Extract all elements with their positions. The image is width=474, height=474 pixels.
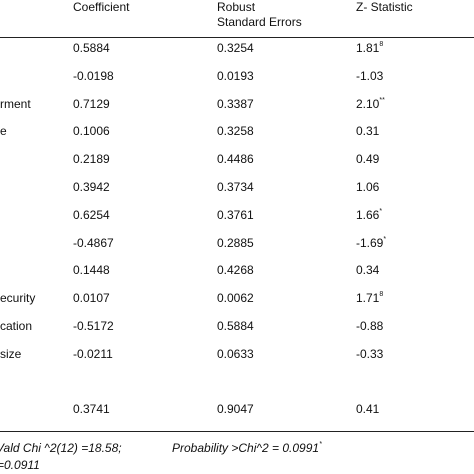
z-significance: 8	[379, 291, 384, 299]
row-label: ecurity	[0, 291, 36, 306]
z-significance: **	[379, 96, 385, 104]
header-se-1: Robust	[217, 0, 256, 14]
coef-cell: 0.3741	[73, 402, 110, 417]
row-label: cation	[0, 319, 33, 333]
se-cell: 0.2885	[217, 235, 254, 250]
coef-cell: -0.5172	[73, 319, 114, 333]
coef-cell: -0.0211	[73, 346, 113, 361]
coef-cell: 0.7129	[73, 96, 110, 111]
se-cell: 0.3258	[217, 124, 254, 139]
z-value: -1.03	[356, 68, 384, 83]
header-rule	[0, 37, 474, 38]
coef-cell: 0.6254	[73, 207, 110, 222]
z-cell: 1.718	[356, 291, 383, 305]
z-value: 1.06	[356, 180, 380, 194]
coef-cell: 0.1006	[73, 124, 110, 139]
z-cell: 1.818	[356, 41, 383, 55]
z-cell: -0.33	[356, 347, 383, 361]
footer-wald: Vald Chi ^2(12) =18.58;	[0, 441, 122, 455]
coef-cell: 0.3942	[73, 180, 110, 194]
z-value: 2.10	[356, 96, 380, 111]
se-cell: 0.3761	[217, 207, 254, 222]
z-significance: 8	[379, 41, 384, 48]
se-cell: 0.9047	[217, 402, 254, 417]
row-label: size	[0, 346, 22, 361]
row-label: e	[0, 124, 7, 139]
z-value: -1.69	[356, 235, 384, 250]
se-cell: 0.3734	[217, 180, 254, 194]
footer-line2: =0.0911	[0, 458, 40, 472]
header-coef: Coefficient	[73, 0, 130, 14]
footer-prob-text: Probability >Chi^2 = 0.0991	[172, 441, 320, 455]
z-cell: 0.49	[356, 152, 379, 166]
footer-prob: Probability >Chi^2 = 0.0991*	[172, 441, 322, 455]
se-cell: 0.0193	[217, 68, 254, 83]
coef-cell: -0.4867	[73, 235, 114, 250]
z-cell: 1.06	[356, 180, 379, 194]
z-value: 0.31	[356, 124, 380, 139]
z-cell: -1.03	[356, 69, 383, 83]
coef-cell: 0.1448	[73, 263, 110, 278]
se-cell: 0.4268	[217, 263, 254, 278]
z-cell: 1.66*	[356, 208, 382, 222]
z-value: 0.49	[356, 152, 380, 167]
se-cell: 0.4486	[217, 152, 254, 167]
z-cell: 0.34	[356, 263, 379, 277]
z-value: 1.81	[356, 41, 380, 55]
row-label: rment	[0, 96, 31, 111]
z-cell: 0.31	[356, 124, 379, 138]
z-cell: 0.41	[356, 402, 379, 416]
z-value: 0.34	[356, 263, 380, 278]
footer-prob-sup: *	[319, 441, 322, 448]
z-cell: 2.10**	[356, 97, 385, 111]
se-cell: 0.3387	[217, 96, 254, 111]
se-cell: 0.5884	[217, 319, 254, 333]
header-se-2: Standard Errors	[217, 15, 302, 29]
z-significance: *	[383, 235, 387, 243]
z-value: -0.33	[356, 346, 384, 361]
coef-cell: 0.0107	[73, 291, 110, 306]
coef-cell: -0.0198	[73, 68, 114, 83]
coef-cell: 0.5884	[73, 41, 110, 55]
coef-cell: 0.2189	[73, 152, 110, 167]
z-cell: -0.88	[356, 319, 383, 333]
footer-rule	[0, 431, 474, 432]
se-cell: 0.3254	[217, 41, 254, 55]
z-significance: *	[379, 207, 383, 215]
z-cell: -1.69*	[356, 236, 386, 250]
se-cell: 0.0633	[217, 346, 254, 361]
se-cell: 0.0062	[217, 291, 254, 306]
header-z: Z- Statistic	[356, 0, 413, 14]
z-value: -0.88	[356, 319, 384, 333]
z-value: 1.66	[356, 207, 380, 222]
z-value: 1.71	[356, 291, 380, 306]
z-value: 0.41	[356, 402, 380, 417]
